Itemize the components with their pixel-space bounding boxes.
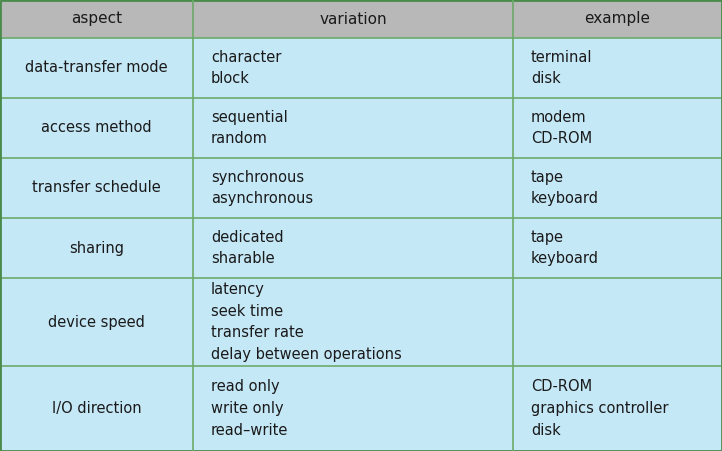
Text: variation: variation xyxy=(319,11,387,27)
Text: synchronous
asynchronous: synchronous asynchronous xyxy=(211,170,313,206)
Text: tape
keyboard: tape keyboard xyxy=(531,170,599,206)
Text: sequential
random: sequential random xyxy=(211,110,288,146)
Bar xyxy=(513,158,722,218)
Bar xyxy=(193,218,513,278)
Text: data-transfer mode: data-transfer mode xyxy=(25,60,168,75)
Bar xyxy=(0,38,193,98)
Bar xyxy=(193,38,513,98)
Text: access method: access method xyxy=(41,120,152,135)
Text: tape
keyboard: tape keyboard xyxy=(531,230,599,266)
Bar xyxy=(193,278,513,366)
Bar xyxy=(513,38,722,98)
Text: character
block: character block xyxy=(211,50,282,86)
Bar xyxy=(193,366,513,451)
Bar xyxy=(513,366,722,451)
Text: transfer schedule: transfer schedule xyxy=(32,180,161,195)
Text: I/O direction: I/O direction xyxy=(52,401,142,416)
Bar xyxy=(193,158,513,218)
Bar xyxy=(193,0,513,38)
Text: example: example xyxy=(585,11,651,27)
Bar xyxy=(0,98,193,158)
Text: read only
write only
read–write: read only write only read–write xyxy=(211,379,288,437)
Text: dedicated
sharable: dedicated sharable xyxy=(211,230,284,266)
Bar xyxy=(513,278,722,366)
Bar xyxy=(193,98,513,158)
Bar xyxy=(0,218,193,278)
Text: device speed: device speed xyxy=(48,314,145,330)
Text: sharing: sharing xyxy=(69,240,124,256)
Text: CD-ROM
graphics controller
disk: CD-ROM graphics controller disk xyxy=(531,379,669,437)
Bar xyxy=(0,278,193,366)
Bar xyxy=(0,158,193,218)
Text: latency
seek time
transfer rate
delay between operations: latency seek time transfer rate delay be… xyxy=(211,282,401,362)
Bar xyxy=(0,366,193,451)
Bar xyxy=(513,218,722,278)
Text: modem
CD-ROM: modem CD-ROM xyxy=(531,110,592,146)
Bar xyxy=(513,0,722,38)
Text: aspect: aspect xyxy=(71,11,122,27)
Bar xyxy=(0,0,193,38)
Text: terminal
disk: terminal disk xyxy=(531,50,593,86)
Bar xyxy=(513,98,722,158)
